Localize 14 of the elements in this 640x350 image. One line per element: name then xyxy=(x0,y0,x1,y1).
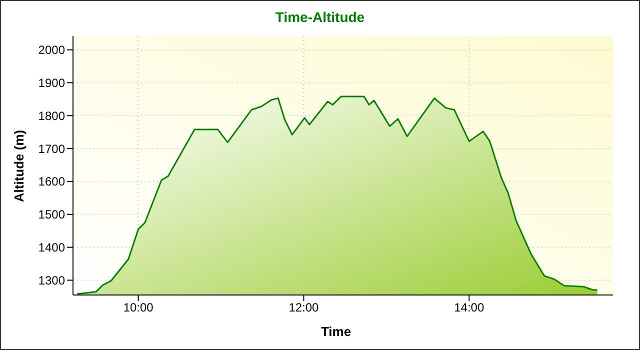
y-tick-label: 1300 xyxy=(38,273,66,288)
x-tick-label: 14:00 xyxy=(454,300,484,315)
y-tick-label: 1700 xyxy=(38,142,66,156)
x-tick-label: 12:00 xyxy=(288,300,320,315)
y-tick-label: 1400 xyxy=(38,240,66,255)
y-tick-label: 1800 xyxy=(38,108,66,123)
x-tick-label: 10:00 xyxy=(123,300,154,315)
y-tick-label: 1900 xyxy=(38,76,66,90)
y-tick-label: 1500 xyxy=(38,208,66,222)
y-tick-label: 2000 xyxy=(38,43,66,58)
y-axis-title: Altitude (m) xyxy=(12,130,26,202)
y-tick-label: 1600 xyxy=(38,174,66,189)
x-axis-title: Time xyxy=(320,324,352,339)
chart-title: Time-Altitude xyxy=(274,9,366,25)
